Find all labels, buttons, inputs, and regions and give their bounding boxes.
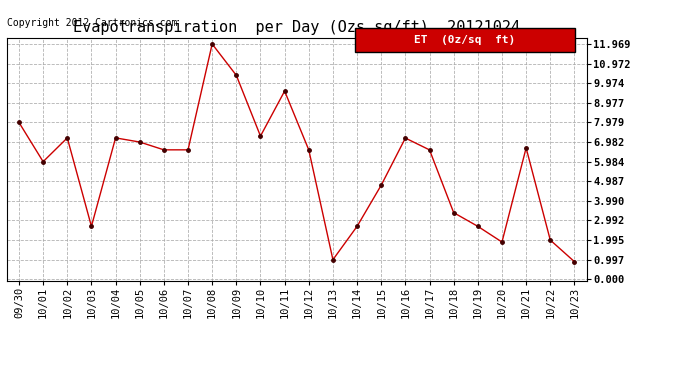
Text: Copyright 2012 Cartronics.com: Copyright 2012 Cartronics.com	[7, 18, 177, 28]
Title: Evapotranspiration  per Day (Ozs sq/ft)  20121024: Evapotranspiration per Day (Ozs sq/ft) 2…	[73, 20, 520, 35]
FancyBboxPatch shape	[355, 28, 575, 52]
Text: ET  (0z/sq  ft): ET (0z/sq ft)	[414, 35, 515, 45]
